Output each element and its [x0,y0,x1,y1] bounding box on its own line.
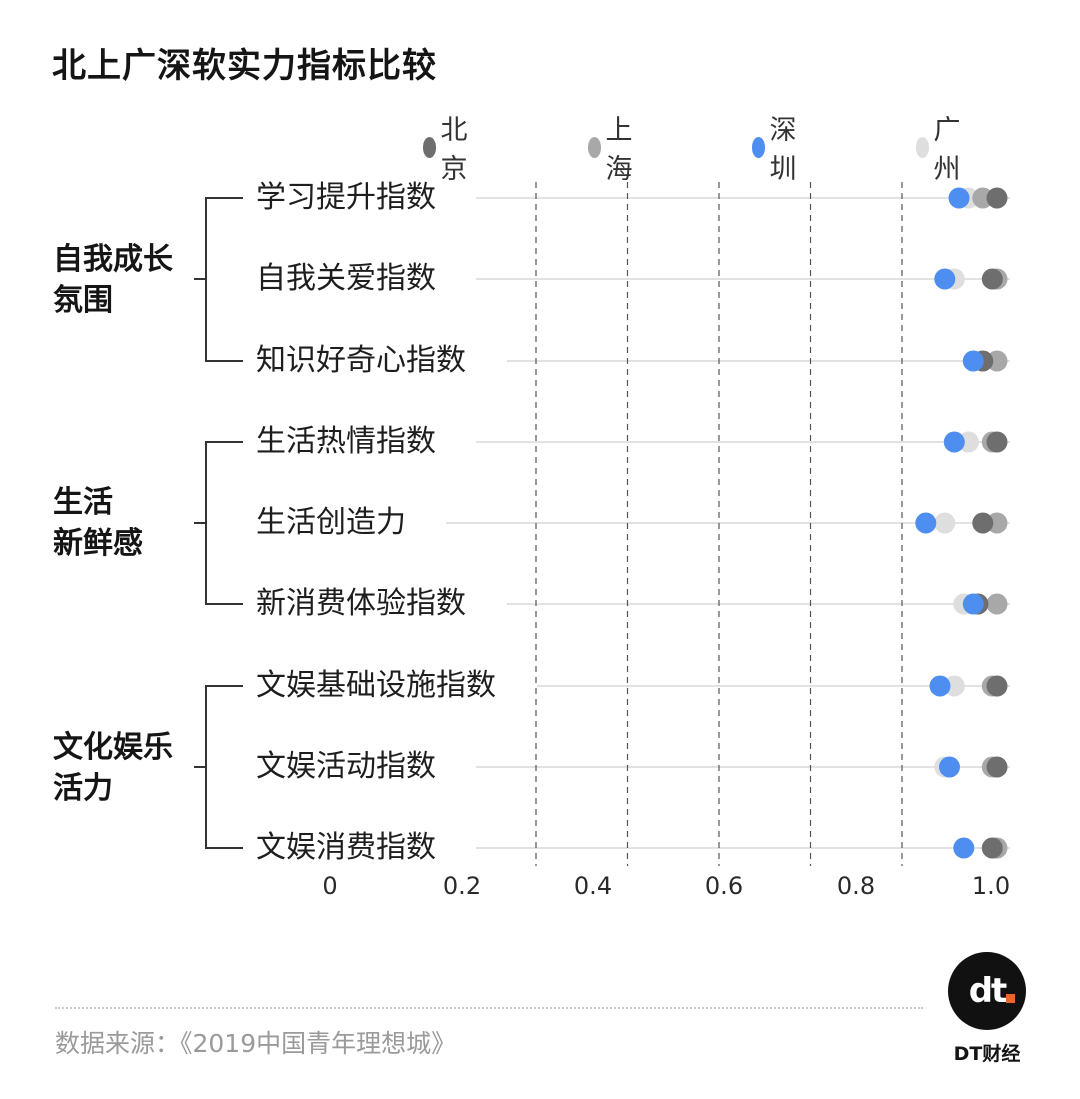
data-point [948,187,970,209]
data-point [953,837,975,859]
data-point [915,512,937,534]
group-label-line: 活力 [53,771,113,806]
dt-logo: dt [948,952,1026,1030]
group-label-culture-entertainment: 文化娱乐 活力 [53,727,173,809]
row-label: 文娱消费指数 [256,830,436,865]
data-point [986,187,1008,209]
group-bracket [205,685,243,849]
data-point [929,675,951,697]
x-tick-label: 0.6 [704,872,744,900]
data-point [981,837,1003,859]
legend-marker [752,136,766,158]
group-bracket [205,441,243,605]
legend-item-beijing: 北京 [423,115,475,185]
group-bracket [205,197,243,362]
legend-label: 上海 [605,115,633,185]
group-label-line: 生活 [53,485,113,520]
data-point [972,512,994,534]
legend-label: 广州 [933,115,961,185]
x-tick-label: 0.8 [836,872,876,900]
row-label: 生活创造力 [256,505,406,540]
logo-accent-dot [1006,994,1015,1003]
legend-marker [916,136,930,158]
row-label: 知识好奇心指数 [256,343,466,378]
source-note: 数据来源：《2019中国青年理想城》 [55,1029,457,1058]
x-tick-label: 0.2 [442,872,482,900]
row-label: 自我关爱指数 [256,261,436,296]
logo-mark: dt [968,971,1008,1011]
data-point [986,756,1008,778]
group-label-line: 文化娱乐 [53,730,173,765]
legend-label: 深圳 [769,115,797,185]
data-point [934,512,956,534]
data-point [962,350,984,372]
row-label: 文娱活动指数 [256,749,436,784]
data-point [943,431,965,453]
legend-item-shanghai: 上海 [588,115,640,185]
group-label-life-freshness: 生活 新鲜感 [53,482,143,564]
x-tick-label: 1.0 [971,872,1011,900]
legend-item-guangzhou: 广州 [916,115,968,185]
data-point [986,431,1008,453]
legend-marker [588,136,602,158]
data-point [934,268,956,290]
row-label: 文娱基础设施指数 [256,668,496,703]
data-point [962,593,984,615]
x-tick-label: 0.4 [573,872,613,900]
legend-marker [423,136,437,158]
group-label-line: 自我成长 [53,242,173,277]
x-tick-label: 0 [322,872,338,900]
row-label: 新消费体验指数 [256,586,466,621]
legend-item-shenzhen: 深圳 [752,115,804,185]
row-label: 学习提升指数 [256,180,436,215]
data-point [986,675,1008,697]
data-point [986,593,1008,615]
data-point [939,756,960,778]
chart-title: 北上广深软实力指标比较 [52,46,437,86]
data-point [981,268,1003,290]
group-label-self-growth: 自我成长 氛围 [53,239,173,321]
logo-caption: DT财经 [953,1043,1021,1065]
legend-label: 北京 [440,115,468,185]
source-divider [55,1007,923,1009]
group-label-line: 氛围 [53,283,113,318]
row-label: 生活热情指数 [256,424,436,459]
group-label-line: 新鲜感 [53,526,143,561]
